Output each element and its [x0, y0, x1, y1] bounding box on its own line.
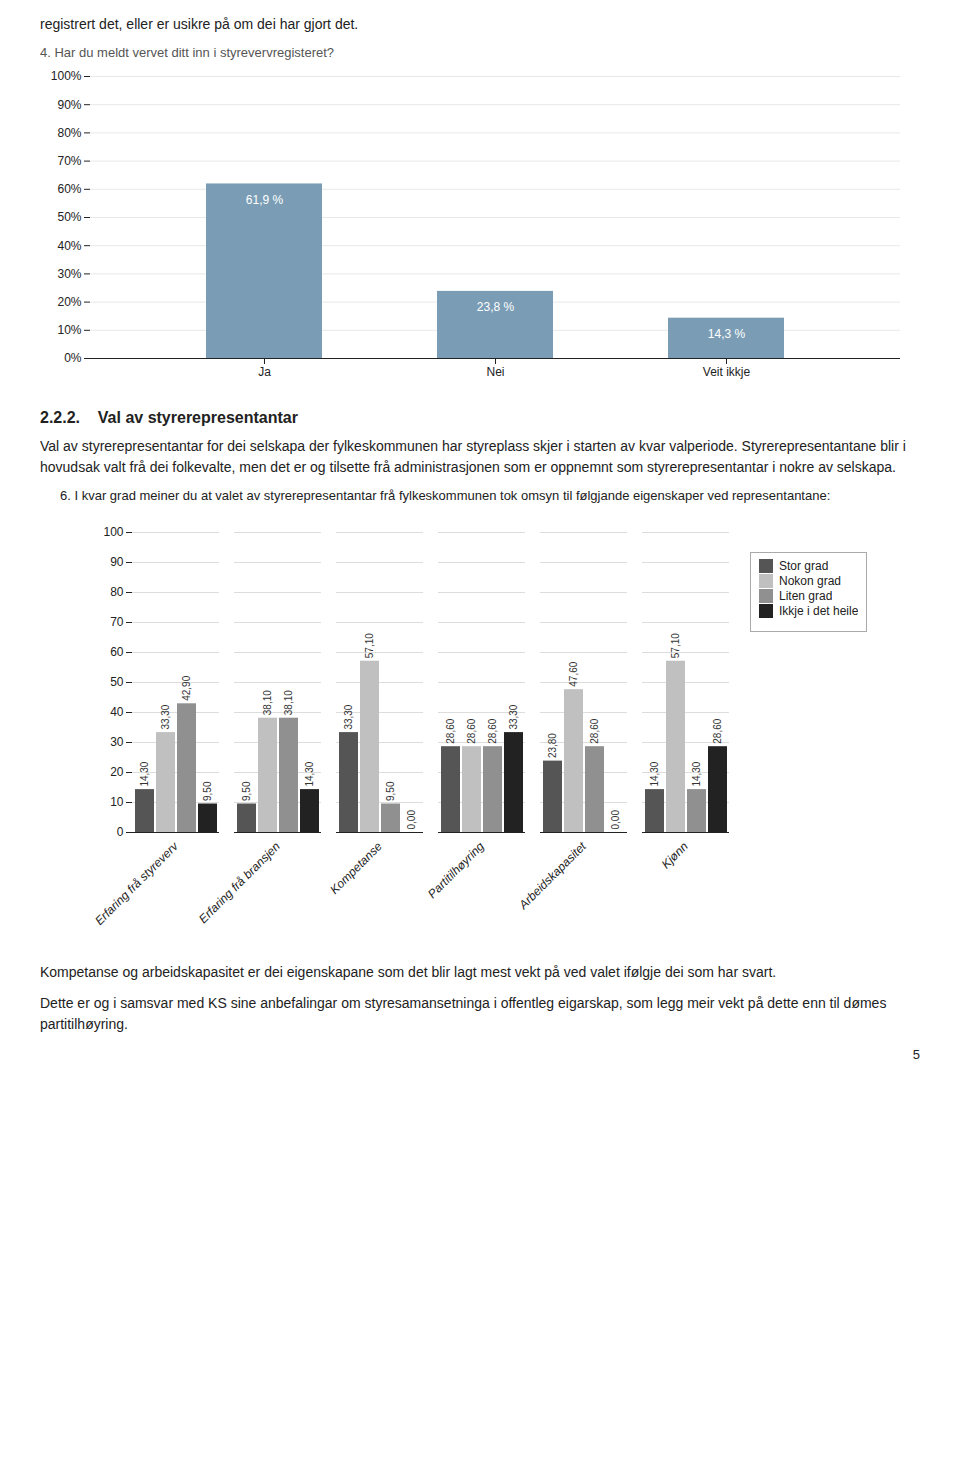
svg-text:33,30: 33,30	[508, 704, 519, 729]
html-text:Ikkje i det heile: Ikkje i det heile	[779, 603, 859, 618]
svg-text:33,30: 33,30	[160, 704, 171, 729]
html-text:6. I kvar grad meiner du at va: 6. I kvar grad meiner du at valet av sty…	[60, 488, 831, 503]
svg-text:Veit ikkje: Veit ikkje	[703, 365, 751, 379]
svg-text:90%: 90%	[57, 98, 81, 112]
svg-text:42,90: 42,90	[181, 675, 192, 700]
svg-text:60: 60	[110, 645, 124, 659]
svg-text:28,60: 28,60	[487, 718, 498, 743]
svg-text:0,00: 0,00	[406, 809, 417, 829]
svg-text:Partitilhøyring: Partitilhøyring	[425, 839, 487, 901]
svg-text:Erfaring frå styreverv: Erfaring frå styreverv	[92, 838, 181, 927]
html-text:Nokon grad: Nokon grad	[779, 573, 841, 588]
svg-text:Kompetanse: Kompetanse	[327, 839, 385, 897]
svg-text:38,10: 38,10	[262, 689, 273, 714]
html-text:Kompetanse og arbeidskapasitet: Kompetanse og arbeidskapasitet er dei ei…	[40, 963, 777, 980]
svg-text:Nei: Nei	[486, 365, 504, 379]
svg-text:28,60: 28,60	[712, 718, 723, 743]
svg-text:70%: 70%	[57, 154, 81, 168]
svg-text:57,10: 57,10	[670, 632, 681, 657]
svg-text:90: 90	[110, 555, 124, 569]
svg-text:47,60: 47,60	[568, 661, 579, 686]
svg-text:40%: 40%	[57, 239, 81, 253]
svg-text:28,60: 28,60	[445, 718, 456, 743]
svg-text:9,50: 9,50	[385, 781, 396, 801]
svg-text:60%: 60%	[57, 182, 81, 196]
html-text:Val av styrerepresentantar for: Val av styrerepresentantar for dei selsk…	[40, 438, 910, 475]
svg-text:9,50: 9,50	[241, 781, 252, 801]
html-text:Liten grad: Liten grad	[779, 588, 833, 603]
svg-text:Kjønn: Kjønn	[659, 839, 691, 871]
svg-text:30%: 30%	[57, 267, 81, 281]
svg-text:14,30: 14,30	[649, 761, 660, 786]
svg-text:38,10: 38,10	[283, 689, 294, 714]
svg-text:30: 30	[110, 735, 124, 749]
html-text:Stor grad: Stor grad	[779, 558, 829, 573]
svg-text:14,3 %: 14,3 %	[708, 327, 746, 341]
svg-text:61,9 %: 61,9 %	[246, 193, 284, 207]
svg-text:100%: 100%	[51, 69, 82, 83]
svg-text:0: 0	[117, 825, 124, 839]
svg-text:9,50: 9,50	[202, 781, 213, 801]
svg-text:100: 100	[103, 525, 123, 539]
html-text:5: 5	[912, 1046, 920, 1062]
svg-text:33,30: 33,30	[343, 704, 354, 729]
svg-text:Ja: Ja	[258, 365, 271, 379]
html-text:2.2.2. Val av styrerepresentan: 2.2.2. Val av styrerepresentantar	[40, 409, 298, 426]
svg-text:14,30: 14,30	[691, 761, 702, 786]
svg-text:Arbeidskapasitet: Arbeidskapasitet	[515, 838, 589, 912]
html-text:4. Har du meldt vervet ditt in: 4. Har du meldt vervet ditt inn i styrev…	[40, 45, 335, 60]
svg-text:80%: 80%	[57, 126, 81, 140]
svg-text:50%: 50%	[57, 210, 81, 224]
svg-text:28,60: 28,60	[466, 718, 477, 743]
svg-text:28,60: 28,60	[589, 718, 600, 743]
svg-text:40: 40	[110, 705, 124, 719]
svg-text:70: 70	[110, 615, 124, 629]
svg-text:Erfaring frå bransjen: Erfaring frå bransjen	[196, 839, 283, 926]
svg-text:0,00: 0,00	[610, 809, 621, 829]
svg-text:0%: 0%	[64, 351, 82, 365]
svg-text:50: 50	[110, 675, 124, 689]
svg-text:10: 10	[110, 795, 124, 809]
svg-text:57,10: 57,10	[364, 632, 375, 657]
svg-text:14,30: 14,30	[304, 761, 315, 786]
svg-text:23,80: 23,80	[547, 732, 558, 757]
svg-text:20%: 20%	[57, 295, 81, 309]
svg-text:80: 80	[110, 585, 124, 599]
svg-text:14,30: 14,30	[139, 761, 150, 786]
html-text:registrert det, eller er usikr: registrert det, eller er usikre på om de…	[40, 16, 359, 32]
svg-text:23,8 %: 23,8 %	[477, 300, 515, 314]
html-text:Dette er og i samsvar med KS s: Dette er og i samsvar med KS sine anbefa…	[40, 994, 891, 1032]
svg-text:20: 20	[110, 765, 124, 779]
svg-text:10%: 10%	[57, 323, 81, 337]
